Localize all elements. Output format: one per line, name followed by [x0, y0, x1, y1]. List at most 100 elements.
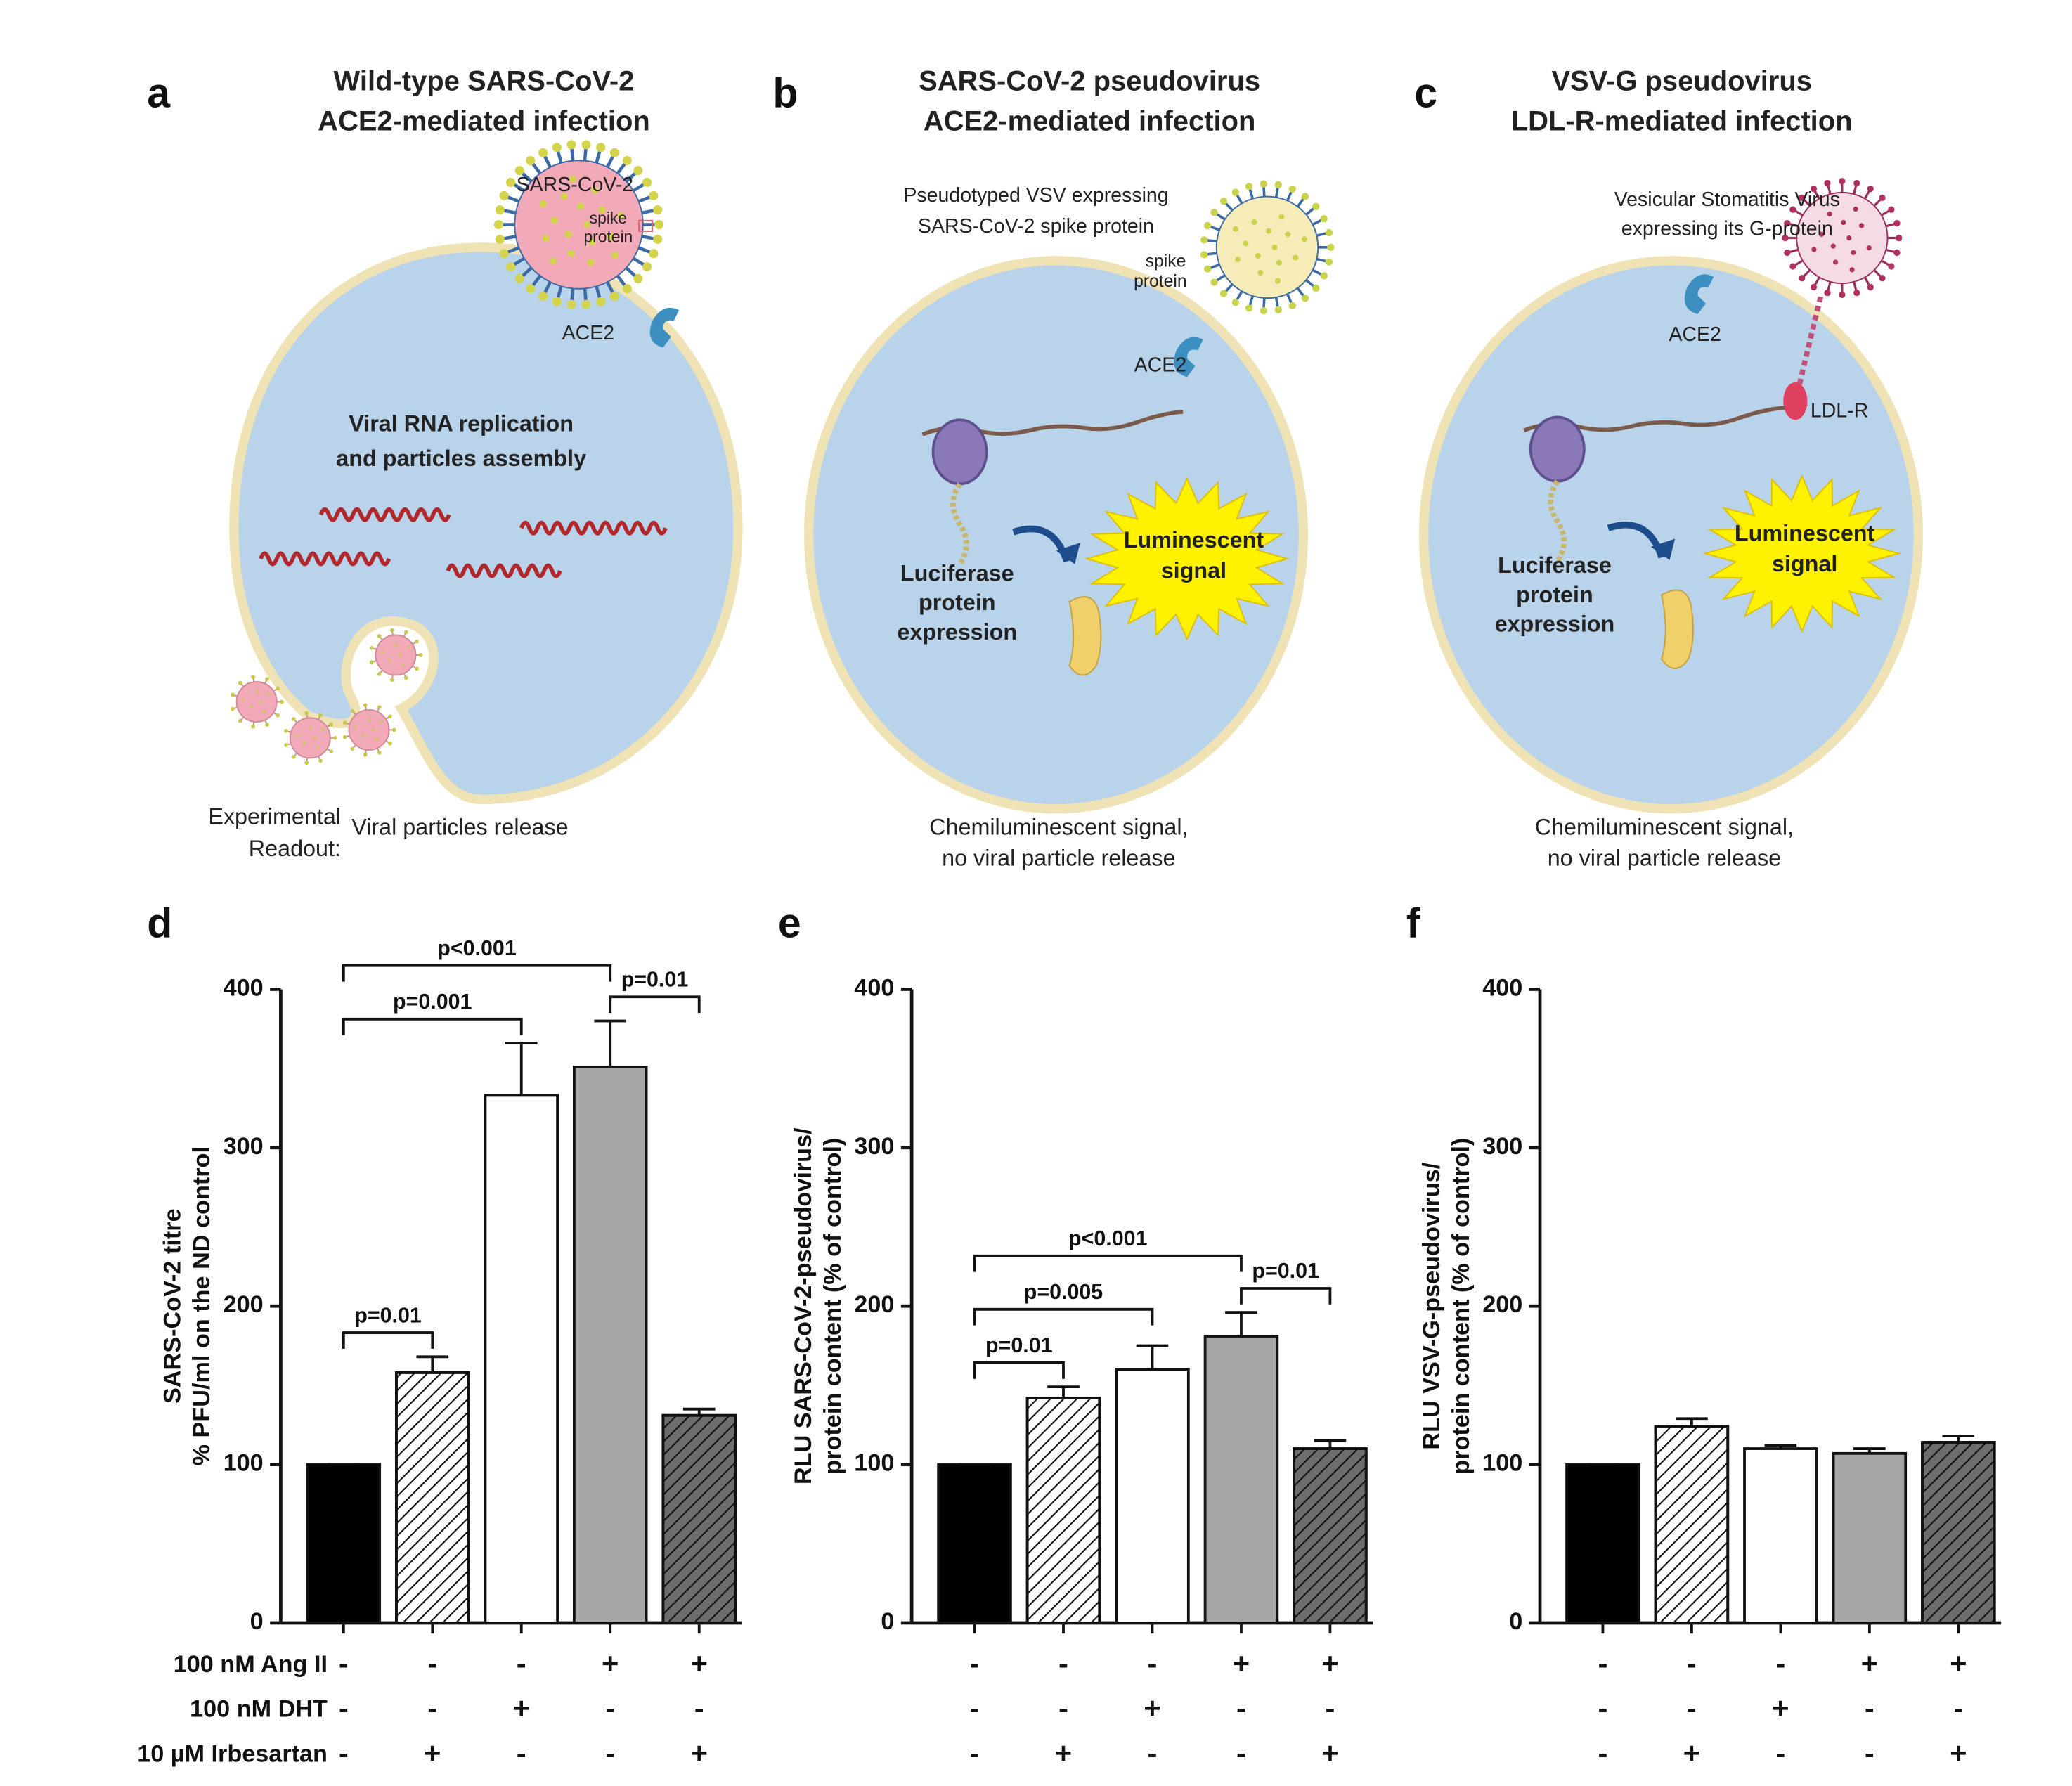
readout: Chemiluminescent signal, [929, 815, 1188, 840]
virus-body [235, 681, 278, 723]
virus-knob [499, 249, 509, 259]
panel-label: b [772, 71, 798, 117]
virus-knob [1853, 290, 1860, 297]
virus-dot [1276, 259, 1282, 266]
treatment-sign: + [602, 1647, 619, 1680]
virus-dot [1255, 253, 1261, 259]
virus-dot [361, 734, 365, 737]
y-tick-label: 200 [224, 1291, 264, 1318]
rna [259, 551, 391, 567]
virus-dot [395, 643, 399, 647]
virus-dot [1278, 214, 1285, 220]
virus-knob [633, 273, 643, 283]
ace2-receptor [649, 307, 680, 348]
virus-dot [1853, 206, 1858, 212]
virus-knob [1867, 185, 1874, 193]
significance-bracket [609, 995, 701, 1014]
virus-knob [1210, 278, 1218, 286]
treatment-sign: - [1598, 1736, 1607, 1769]
virus-dot [569, 175, 577, 183]
virus-knob [1824, 179, 1831, 187]
virus-knob [495, 205, 505, 215]
treatment-sign: - [1058, 1692, 1068, 1725]
virus-dot [591, 186, 599, 194]
error-bar [594, 1019, 627, 1067]
error-bar [1676, 1417, 1708, 1427]
virus-dot [250, 706, 252, 708]
virus-knob [403, 630, 408, 635]
virus-knob [265, 677, 269, 681]
rna [318, 507, 451, 522]
virus-knob [1325, 258, 1333, 266]
virus-dot [542, 234, 550, 242]
note: expression [897, 619, 1017, 645]
note: protein [1134, 272, 1187, 291]
virus-knob [276, 713, 280, 718]
treatment-sign: - [1865, 1692, 1874, 1725]
y-tick-label: 0 [250, 1608, 264, 1635]
virus-knob [609, 148, 619, 157]
y-tick-label: 400 [1482, 974, 1522, 1001]
bar [306, 1463, 382, 1624]
treatment-sign: + [1144, 1692, 1160, 1725]
error-bar [1047, 1385, 1080, 1398]
virus-knob [1231, 188, 1240, 196]
peptide [950, 482, 969, 566]
treatment-sign: + [1233, 1647, 1250, 1680]
luminescent-star [1702, 474, 1902, 633]
virus-dot [316, 746, 319, 749]
panel-label: a [147, 71, 171, 117]
virus-dot [1243, 240, 1249, 247]
virus-knob [1320, 215, 1328, 223]
virus-knob [329, 722, 334, 727]
virus-knob [1789, 263, 1796, 270]
readout: no viral particle release [942, 845, 1175, 870]
panel-label: d [147, 901, 172, 947]
treatment-sign: - [1687, 1692, 1697, 1725]
bar [484, 1094, 559, 1624]
virus-knob [1312, 284, 1320, 292]
virus-knob [1789, 206, 1796, 213]
note: Luminescent [1124, 527, 1264, 552]
virus-knob [495, 234, 505, 245]
note: Vesicular Stomatitis Virus [1614, 188, 1840, 211]
bar [572, 1065, 648, 1624]
y-tick-label: 400 [854, 974, 894, 1001]
luciferase [1661, 589, 1694, 669]
virus-knob [1879, 275, 1886, 282]
virus-dot [1811, 247, 1817, 252]
virus-knob [276, 686, 280, 691]
virus-dot [372, 728, 375, 732]
y-axis-label: SARS-CoV-2 titre [159, 1208, 186, 1404]
virus-dot [1819, 231, 1825, 237]
error-bar [416, 1355, 449, 1373]
treatment-sign: - [1953, 1692, 1963, 1725]
virus-knob [1219, 197, 1228, 205]
virus-dot [309, 726, 313, 730]
luminescent-star [1084, 477, 1290, 641]
virus-knob [1288, 185, 1296, 193]
note: and particles assembly [336, 446, 586, 471]
virus-dot [583, 221, 591, 228]
virus-dot [380, 720, 383, 723]
treatment-sign: - [1775, 1647, 1785, 1680]
treatment-sign: - [339, 1647, 349, 1680]
virus-dot [262, 710, 266, 713]
virus-knob [415, 666, 419, 671]
virus-knob [1312, 202, 1320, 210]
significance-bracket [973, 1254, 1243, 1272]
treatment-sign: - [1865, 1736, 1874, 1769]
virus-dot [313, 736, 316, 739]
treatment-sign: - [339, 1736, 349, 1769]
error-bar [1853, 1447, 1886, 1454]
virus-knob [1893, 220, 1901, 227]
p-value: p=0.01 [985, 1333, 1053, 1357]
virus-knob [304, 761, 309, 765]
virus-knob [284, 743, 288, 747]
virus-knob [566, 140, 576, 150]
y-axis-label: RLU SARS-CoV-2-pseudovirus/ [790, 1127, 817, 1484]
virus-knob [238, 680, 242, 685]
virus-knob [238, 718, 242, 723]
virus-knob [1301, 193, 1309, 200]
y-axis-label: % PFU/ml on the ND control [188, 1146, 215, 1465]
